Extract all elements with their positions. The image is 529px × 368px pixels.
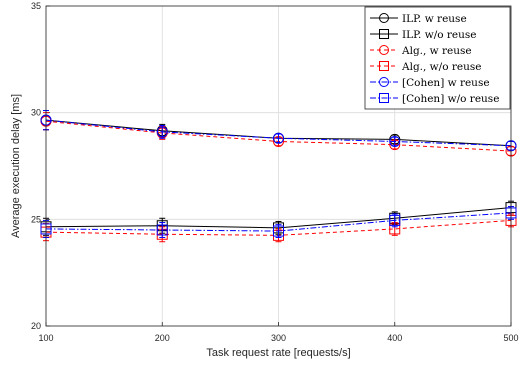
legend-box (364, 6, 511, 110)
legend-entry: [Cohen] w/o reuse (370, 93, 499, 105)
legend-label: Alg., w reuse (401, 45, 472, 57)
data-point (273, 132, 284, 144)
legend: ILP. w reuse ILP. w/o reuse Alg., w reuse A… (364, 6, 511, 110)
legend-marker (379, 45, 389, 55)
legend-entry: Alg., w/o reuse (370, 61, 481, 73)
y-tick-label: 25 (31, 214, 41, 224)
legend-label: [Cohen] w reuse (402, 77, 490, 89)
legend-marker (379, 93, 389, 103)
x-tick-label: 100 (38, 333, 53, 343)
data-point (389, 214, 401, 226)
legend-label: ILP. w/o reuse (402, 29, 477, 41)
legend-entry: Alg., w reuse (370, 45, 472, 57)
legend-label: Alg., w/o reuse (401, 61, 481, 73)
y-tick-label: 35 (31, 1, 41, 11)
legend-marker (379, 29, 389, 39)
legend-marker (379, 77, 389, 87)
legend-entry: ILP. w/o reuse (370, 29, 477, 41)
legend-marker (379, 13, 389, 23)
legend-entry: [Cohen] w reuse (370, 77, 490, 89)
data-point (273, 225, 284, 237)
x-tick-label: 400 (387, 333, 402, 343)
legend-entry: ILP. w reuse (370, 13, 467, 25)
x-axis-label: Task request rate [requests/s] (206, 347, 350, 359)
x-tick-label: 300 (271, 333, 286, 343)
data-point (156, 126, 168, 138)
y-tick-label: 20 (31, 321, 41, 331)
legend-label: [Cohen] w/o reuse (402, 93, 499, 105)
data-point (389, 135, 401, 147)
x-tick-label: 200 (155, 333, 170, 343)
legend-marker (379, 61, 389, 71)
x-tick-label: 500 (503, 333, 518, 343)
legend-label: ILP. w reuse (402, 13, 467, 25)
plot-frame (45, 5, 512, 327)
y-tick-label: 30 (31, 108, 41, 118)
y-axis-label: Average execution delay [ms] (10, 94, 22, 238)
data-point (156, 224, 168, 236)
